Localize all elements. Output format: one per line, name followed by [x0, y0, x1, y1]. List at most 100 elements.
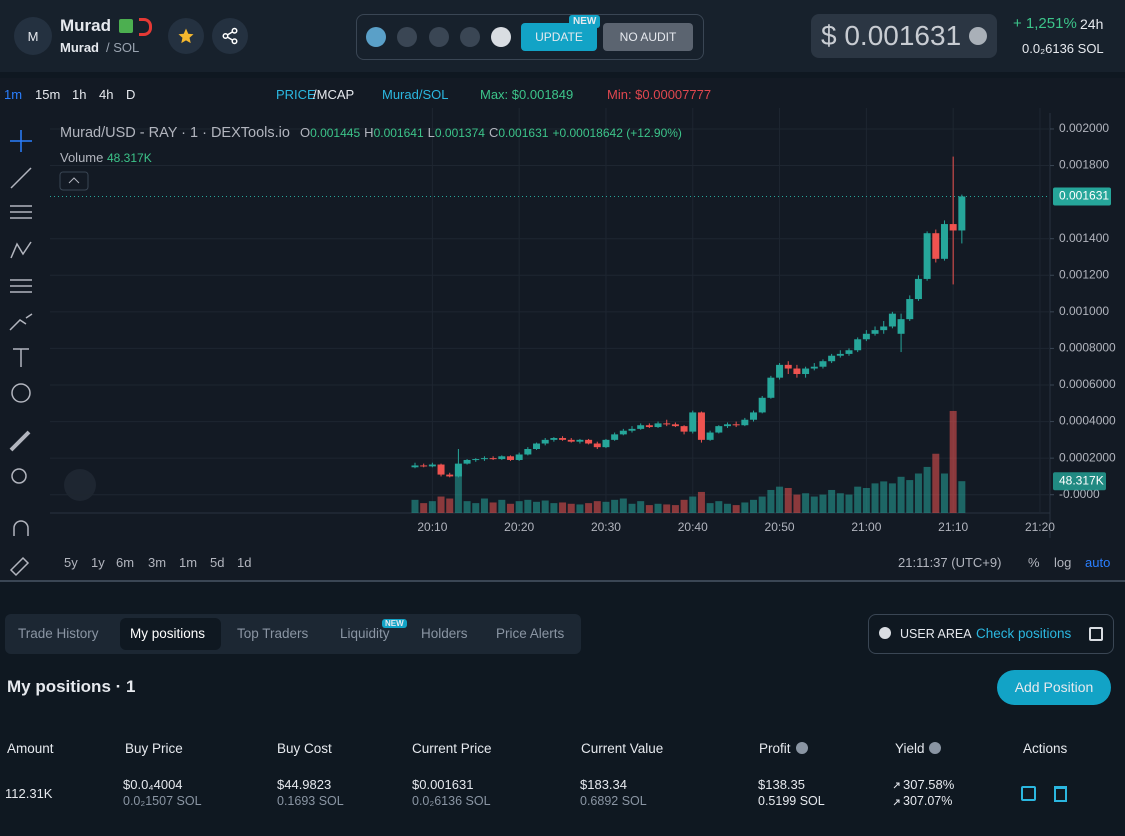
zoom-tool[interactable]: [11, 468, 27, 484]
candle-body: [498, 456, 506, 460]
candle-body: [593, 443, 601, 448]
tab[interactable]: Holders: [421, 626, 468, 641]
delete-button[interactable]: [1054, 786, 1067, 802]
more-icon[interactable]: [491, 27, 511, 47]
auto-toggle[interactable]: auto: [1085, 555, 1111, 570]
candle-body: [723, 424, 731, 427]
info-icon[interactable]: [929, 742, 941, 754]
volume-bar: [949, 410, 957, 513]
candle-body: [741, 419, 749, 426]
interval[interactable]: 1m: [4, 87, 23, 102]
measure-tool[interactable]: [9, 430, 31, 452]
tab[interactable]: Price Alerts: [496, 626, 565, 641]
info-icon[interactable]: [969, 27, 987, 45]
profit-sol: 0.5199 SOL: [758, 794, 825, 808]
volume-tag-label: 48.317K: [1059, 473, 1104, 487]
volume-bar: [411, 499, 419, 513]
range[interactable]: 3m: [148, 555, 167, 570]
pattern-tool[interactable]: [10, 241, 32, 259]
candle-body: [914, 278, 922, 300]
edit-button[interactable]: [1021, 786, 1036, 801]
min-price: Min: $0.00007777: [607, 87, 712, 102]
yield: 307.58%: [903, 777, 955, 792]
add-position-button[interactable]: Add Position: [997, 670, 1111, 705]
volume-bar: [697, 491, 705, 513]
volume-bar: [793, 494, 801, 513]
magnet-tool[interactable]: [13, 520, 29, 536]
buy-cost-sol: 0.1693 SOL: [277, 794, 344, 808]
candle-body: [645, 425, 653, 428]
tab[interactable]: My positions: [130, 626, 206, 641]
external-link-icon: [1089, 627, 1103, 641]
candle-body: [871, 330, 879, 334]
info-icon[interactable]: [796, 742, 808, 754]
column-header: Buy Price: [125, 741, 183, 756]
candle-body: [628, 428, 636, 431]
volume-bar: [446, 498, 454, 513]
candle-body: [897, 319, 905, 334]
interval[interactable]: D: [126, 87, 136, 102]
volume-bar: [784, 487, 792, 513]
range[interactable]: 1m: [179, 555, 198, 570]
interval[interactable]: 4h: [99, 87, 114, 102]
volume-bar: [480, 498, 488, 513]
profit: $138.35: [758, 777, 805, 792]
tab[interactable]: Trade History: [18, 626, 99, 641]
interval[interactable]: 15m: [35, 87, 61, 102]
tab[interactable]: Top Traders: [237, 626, 309, 641]
telegram-icon[interactable]: [460, 27, 480, 47]
site-icon[interactable]: [366, 27, 386, 47]
brush-tool[interactable]: [9, 313, 33, 331]
candle-body: [585, 439, 593, 444]
candle-body: [602, 439, 610, 448]
tab[interactable]: Liquidity: [340, 626, 390, 641]
yield-arrows: [893, 782, 900, 806]
column-header: Amount: [7, 741, 54, 756]
candle-body: [576, 439, 584, 442]
pair-base: Murad: [60, 40, 99, 55]
volume-bar: [541, 500, 549, 513]
volume-bar: [454, 466, 462, 513]
collapse-button[interactable]: [59, 171, 89, 191]
price-toggle[interactable]: PRICE: [276, 87, 316, 102]
mcap-toggle[interactable]: /MCAP: [313, 87, 355, 102]
audit-button[interactable]: NO AUDIT: [603, 23, 693, 51]
user-area: USER AREA Check positions: [868, 614, 1114, 654]
log-toggle[interactable]: log: [1054, 555, 1072, 570]
range[interactable]: 5d: [210, 555, 225, 570]
chart-legend: Murad/USD - RAY · 1 · DEXTools.io O0.001…: [60, 125, 682, 141]
pair-toggle[interactable]: Murad/SOL: [382, 87, 449, 102]
lock-tool[interactable]: [9, 556, 30, 577]
x-icon[interactable]: [429, 27, 449, 47]
buy-cost: $44.9823: [277, 777, 332, 792]
range[interactable]: 6m: [116, 555, 135, 570]
fib-tool[interactable]: [10, 205, 32, 219]
candle-body: [506, 456, 514, 460]
volume-bar: [723, 503, 731, 513]
range[interactable]: 1d: [237, 555, 252, 570]
range[interactable]: 1y: [91, 555, 105, 570]
column-header: Yield: [895, 741, 925, 756]
volume-bar: [880, 481, 888, 513]
web-icon[interactable]: [397, 27, 417, 47]
crosshair-tool[interactable]: [10, 130, 32, 152]
share-button[interactable]: [212, 18, 248, 54]
candle-body: [411, 465, 419, 468]
interval[interactable]: 1h: [72, 87, 87, 102]
check-positions-link[interactable]: Check positions: [976, 626, 1072, 641]
volume-bar: [828, 489, 836, 513]
favorite-button[interactable]: [168, 18, 204, 54]
volume-bar: [767, 489, 775, 513]
text-tool[interactable]: [13, 348, 29, 367]
projection-tool[interactable]: [10, 279, 32, 293]
line-tool[interactable]: [10, 167, 32, 189]
range[interactable]: 5y: [64, 555, 78, 570]
x-tick-label: 20:40: [678, 520, 708, 534]
percent-toggle[interactable]: %: [1028, 555, 1040, 570]
price-box: $ 0.001631: [811, 14, 997, 58]
emoji-tool[interactable]: [11, 383, 31, 403]
ohlc-change: +0.00018642 (+12.90%): [552, 126, 682, 140]
current-value: $183.34: [580, 777, 627, 792]
current-price: $0.001631: [412, 777, 474, 792]
candle-body: [446, 474, 454, 477]
